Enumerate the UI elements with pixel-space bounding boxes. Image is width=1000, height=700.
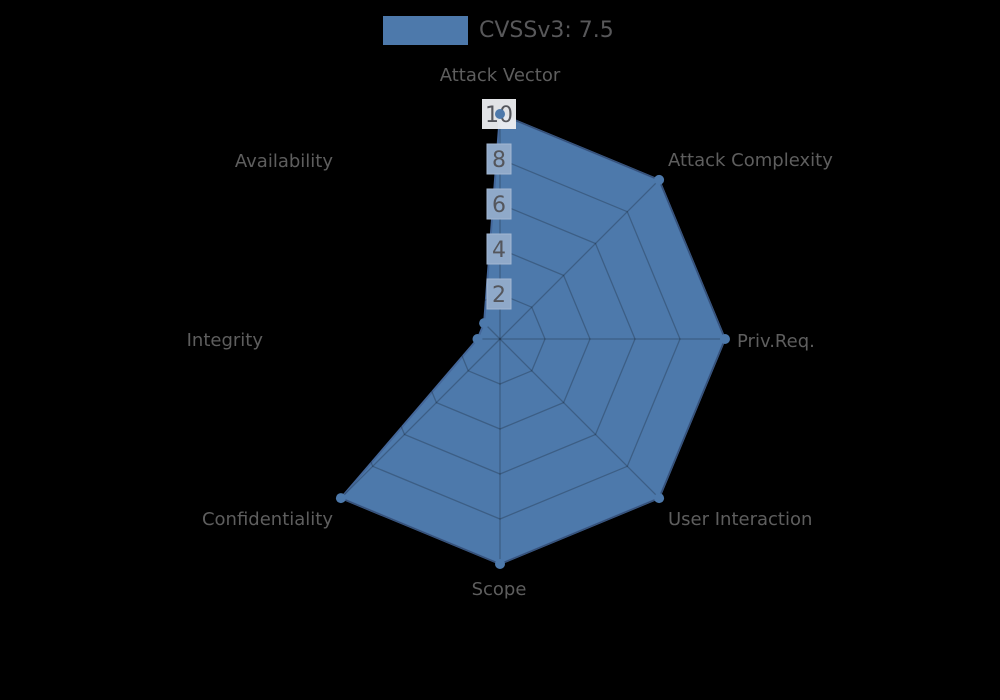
radial-tick-8: 8 <box>486 143 512 175</box>
legend-label: CVSSv3: 7.5 <box>479 18 614 43</box>
data-point-availability[interactable] <box>479 318 490 329</box>
radial-tick-2: 2 <box>486 278 512 310</box>
axis-label-confidentiality: Confidentiality <box>202 509 333 530</box>
chart-legend[interactable]: CVSSv3: 7.5 <box>383 16 614 45</box>
axis-label-availability: Availability <box>235 151 333 172</box>
axis-label-attack-vector: Attack Vector <box>440 65 561 86</box>
tick-box-6 <box>486 188 512 220</box>
grid-ring-6 <box>364 203 636 475</box>
data-point-attack-vector[interactable] <box>495 109 505 119</box>
tick-label-4: 4 <box>492 238 506 263</box>
legend-swatch <box>383 16 468 45</box>
tick-box-4 <box>486 233 512 265</box>
data-point-user-interaction[interactable] <box>654 493 665 504</box>
axis-label-attack-complexity: Attack Complexity <box>668 150 833 171</box>
data-point-attack-complexity[interactable] <box>654 174 665 185</box>
radial-tick-4: 4 <box>486 233 512 265</box>
axis-label-scope: Scope <box>472 579 527 600</box>
tick-box-2 <box>486 278 512 310</box>
data-points <box>335 109 730 569</box>
data-point-integrity[interactable] <box>472 334 483 344</box>
tick-label-8: 8 <box>492 148 506 173</box>
tick-box-8 <box>486 143 512 175</box>
tick-label-6: 6 <box>492 193 506 218</box>
axis-spoke-availability <box>340 179 501 340</box>
grid-ring-8 <box>319 158 681 520</box>
data-point-scope[interactable] <box>495 559 505 569</box>
axis-spoke-user-interaction <box>499 338 660 499</box>
data-point-confidentiality[interactable] <box>335 493 346 504</box>
axis-spoke-attack-complexity <box>499 179 660 340</box>
axis-label-integrity: Integrity <box>187 330 264 351</box>
axis-labels: Attack Vector Attack Complexity Priv.Req. U… <box>187 65 834 600</box>
tick-label-2: 2 <box>492 283 506 308</box>
grid-ring-4 <box>409 248 591 430</box>
radial-tick-6: 6 <box>486 188 512 220</box>
axis-spoke-confidentiality <box>340 338 501 499</box>
grid-ring-2 <box>454 293 546 385</box>
axis-label-priv-req: Priv.Req. <box>737 331 815 352</box>
axis-label-user-interaction: User Interaction <box>668 509 812 530</box>
data-point-priv-req[interactable] <box>720 334 730 344</box>
